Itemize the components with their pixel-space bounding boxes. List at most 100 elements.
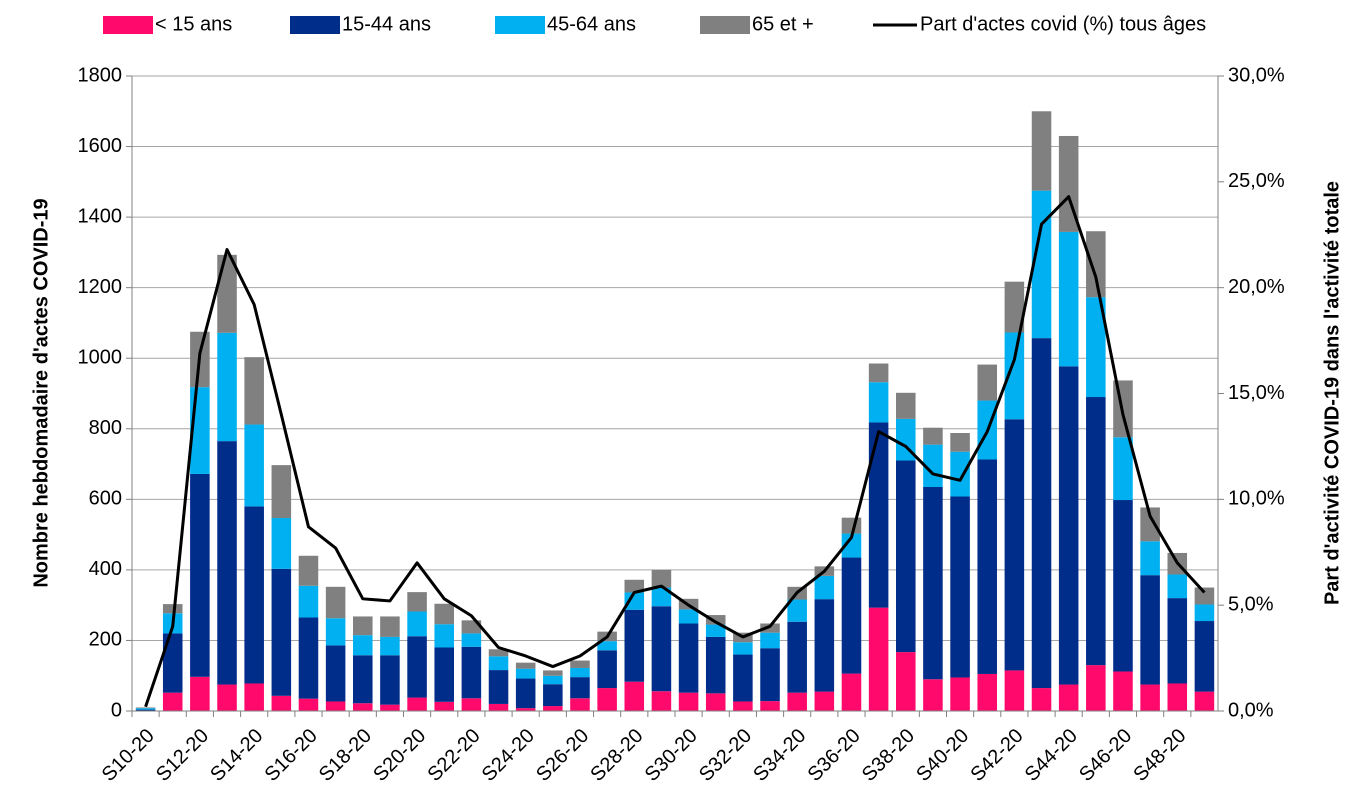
- bar-segment: [353, 703, 373, 711]
- bar-segment: [760, 623, 780, 633]
- bar-segment: [380, 704, 400, 711]
- legend-label: Part d'actes covid (%) tous âges: [920, 13, 1206, 35]
- bar-segment: [896, 392, 916, 419]
- bar-segment: [1031, 190, 1052, 339]
- y-tick-label: 400: [89, 558, 122, 580]
- bar-segment: [162, 633, 183, 693]
- bar-segment: [543, 670, 563, 676]
- bar-segment: [733, 701, 753, 711]
- bar-segment: [733, 642, 753, 655]
- bar-segment: [1031, 111, 1052, 191]
- bar-segment: [407, 592, 427, 612]
- bar-segment: [624, 592, 645, 610]
- bar-segment: [135, 709, 156, 711]
- bar-segment: [353, 616, 373, 636]
- x-tick-label: S16-20: [261, 725, 322, 786]
- bar-segment: [570, 698, 590, 711]
- bar-segment: [1140, 575, 1160, 685]
- x-tick-label: S36-20: [804, 725, 865, 786]
- x-tick-label: S34-20: [749, 725, 810, 786]
- x-tick-label: S28-20: [586, 725, 647, 786]
- bar-segment: [488, 703, 509, 711]
- bar-segment: [434, 624, 454, 648]
- bar-segment: [162, 692, 183, 711]
- bar-segment: [543, 675, 563, 685]
- bar-segment: [1140, 541, 1160, 576]
- bar-segment: [135, 708, 156, 710]
- bar-segment: [624, 579, 645, 593]
- legend-swatch: [495, 16, 545, 34]
- bar-segment: [190, 473, 210, 677]
- bar-segment: [298, 555, 319, 586]
- bar-segment: [1194, 621, 1215, 692]
- bar-segment: [950, 677, 970, 711]
- x-tick-label: S20-20: [369, 725, 430, 786]
- bar-segment: [651, 606, 672, 692]
- bar-segment: [651, 691, 672, 711]
- bar-segment: [814, 599, 835, 692]
- bar-segment: [1194, 587, 1215, 605]
- y2-tick-label: 25,0%: [1228, 170, 1285, 192]
- bar-segment: [923, 679, 943, 711]
- x-tick-label: S40-20: [912, 725, 973, 786]
- bar-segment: [325, 586, 346, 619]
- bar-segment: [841, 673, 862, 711]
- bar-segment: [1031, 338, 1052, 689]
- bar-segment: [923, 486, 943, 680]
- bar-segment: [977, 459, 997, 674]
- bar-segment: [597, 641, 617, 651]
- y2-tick-label: 5,0%: [1228, 593, 1274, 615]
- bar-segment: [1004, 332, 1025, 420]
- bar-segment: [1140, 507, 1160, 542]
- legend-label: 15-44 ans: [342, 13, 431, 35]
- bar-segment: [760, 701, 780, 711]
- bar-segment: [461, 698, 482, 711]
- bar-segment: [461, 633, 482, 647]
- bar-segment: [162, 604, 183, 614]
- bar-segment: [353, 635, 373, 656]
- bar-segment: [515, 678, 536, 709]
- x-tick-label: S24-20: [478, 725, 539, 786]
- x-tick-label: S18-20: [315, 725, 376, 786]
- x-tick-label: S44-20: [1021, 725, 1082, 786]
- bar-segment: [787, 599, 807, 622]
- x-tick-label: S26-20: [532, 725, 593, 786]
- bar-segment: [1086, 397, 1106, 666]
- bar-segment: [597, 650, 617, 689]
- bar-segment: [624, 609, 645, 682]
- bar-segment: [515, 668, 536, 679]
- bar-segment: [271, 518, 292, 569]
- legend-label: 65 et +: [752, 13, 814, 35]
- bar-segment: [217, 254, 237, 333]
- x-tick-label: S46-20: [1075, 725, 1136, 786]
- legend-swatch: [103, 16, 153, 34]
- bar-segment: [1086, 297, 1106, 398]
- y2-tick-label: 30,0%: [1228, 64, 1285, 86]
- bar-segment: [1113, 500, 1133, 672]
- bar-segment: [868, 363, 889, 383]
- bar-segment: [1167, 574, 1188, 599]
- y2-tick-label: 20,0%: [1228, 276, 1285, 298]
- y-tick-label: 200: [89, 629, 122, 651]
- legend-swatch: [700, 16, 750, 34]
- legend-label: < 15 ans: [155, 13, 232, 35]
- y-tick-label: 1200: [78, 276, 123, 298]
- bar-segment: [1004, 281, 1025, 333]
- bar-segment: [515, 708, 536, 711]
- line-series: [144, 195, 1206, 708]
- bar-segment: [678, 609, 699, 624]
- bar-segment: [896, 460, 916, 653]
- bar-segment: [244, 357, 264, 425]
- bar-segment: [488, 670, 509, 704]
- bar-segment: [244, 424, 264, 507]
- bar-segment: [407, 697, 427, 711]
- y2-tick-label: 10,0%: [1228, 488, 1285, 510]
- bar-segment: [217, 441, 237, 685]
- bar-segment: [298, 585, 319, 618]
- bar-segment: [977, 364, 997, 401]
- bar-segment: [841, 557, 862, 674]
- y2-tick-label: 0,0%: [1228, 699, 1274, 721]
- bar-segment: [325, 701, 346, 711]
- bar-segment: [705, 636, 726, 694]
